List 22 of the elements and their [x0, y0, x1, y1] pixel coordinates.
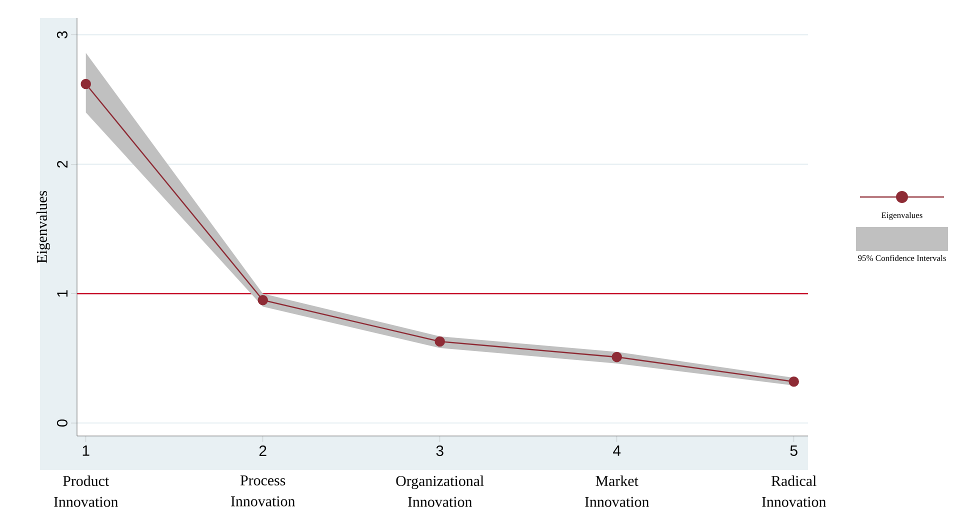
point [434, 336, 446, 347]
point [258, 294, 268, 306]
text: Organizational Innovation [396, 476, 484, 507]
point [788, 376, 799, 387]
y-axis-title: Eigenvalues [36, 191, 50, 264]
text: Market Innovation [585, 476, 650, 507]
text: Radical Innovation [762, 476, 826, 507]
text: Product Innovation [54, 476, 118, 507]
y-tick-label: 2 [57, 160, 68, 168]
y-tick-label: 3 [56, 31, 68, 38]
x-tick-label: 5 [790, 446, 798, 456]
x-tick-label: 4 [613, 446, 621, 456]
y-tick-label: 0 [56, 419, 68, 427]
y-tick-label: 1 [57, 290, 68, 297]
point [612, 352, 622, 362]
x-tick-label: 2 [259, 446, 266, 456]
x-tick-label: 1 [82, 446, 90, 456]
x-tick-label: 3 [436, 446, 444, 456]
legend-label: Eigenvalues [882, 212, 922, 220]
text: Process Innovation [231, 476, 296, 506]
point [80, 78, 92, 90]
text: 95% Confidence Intervals [858, 254, 946, 262]
